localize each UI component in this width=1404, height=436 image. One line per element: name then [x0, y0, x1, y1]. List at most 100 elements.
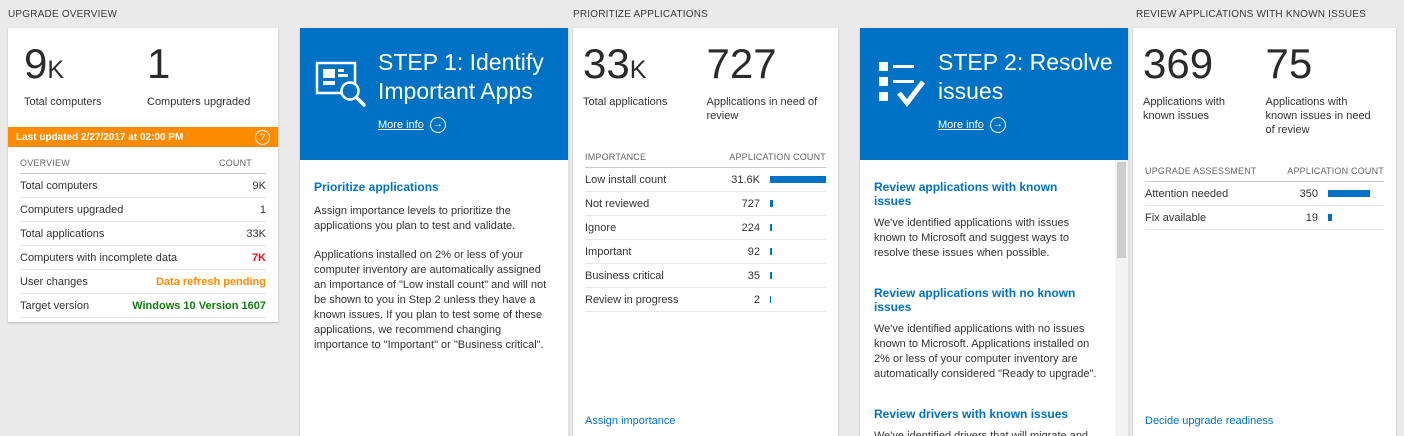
more-info-label: More info	[938, 119, 984, 131]
scrollbar[interactable]	[1115, 160, 1128, 436]
step2-description-panel: Review applications with known issues We…	[860, 160, 1128, 436]
stat-apps-need-review: 727 Applications in need of review	[707, 40, 831, 123]
stat-number: 727	[706, 40, 777, 87]
step2-section: Review applications with known issues We…	[874, 180, 1098, 261]
stat-label: Computers upgraded	[147, 96, 251, 108]
row-label: Low install count	[585, 173, 667, 186]
row-label: Computers upgraded	[20, 203, 124, 216]
step1-title: STEP 1: Identify Important Apps	[378, 49, 544, 104]
bar-track	[770, 248, 826, 255]
bar-track	[770, 296, 826, 303]
row-value: 350	[1299, 187, 1318, 200]
count-bar	[1328, 190, 1370, 197]
row-value: 9K	[252, 179, 266, 192]
row-value: 727	[741, 197, 760, 210]
table-row[interactable]: User changes Data refresh pending	[20, 270, 266, 294]
column-header: COUNT	[219, 158, 252, 168]
table-row[interactable]: Fix available 19	[1145, 206, 1384, 230]
bar-track	[1328, 190, 1384, 197]
table-row[interactable]: Computers with incomplete data 7K	[20, 246, 266, 270]
row-value-user-changes: Data refresh pending	[155, 275, 266, 288]
identify-apps-icon	[314, 56, 368, 160]
row-value: 35	[747, 269, 760, 282]
row-value: 19	[1305, 211, 1318, 224]
stat-total-computers: 9K Total computers	[24, 40, 147, 109]
known-issues-card[interactable]: 369 Applications with known issues 75 Ap…	[1133, 28, 1396, 436]
last-updated-banner: Last updated 2/27/2017 at 02:00 PM ?	[8, 127, 278, 147]
column-header: OVERVIEW	[20, 158, 70, 168]
row-value: 224	[741, 221, 760, 234]
arrow-right-icon: →	[989, 117, 1006, 133]
stat-total-applications: 33K Total applications	[583, 40, 707, 123]
row-label: Review in progress	[585, 293, 679, 306]
bar-track	[770, 272, 826, 279]
step1-card[interactable]: STEP 1: Identify Important Apps More inf…	[300, 28, 568, 160]
table-row[interactable]: Business critical 35	[585, 264, 826, 288]
stat-number: 1	[147, 40, 171, 87]
help-icon[interactable]: ?	[255, 129, 270, 145]
stat-label: Applications with known issues	[1143, 96, 1225, 122]
stat-value: 727	[707, 40, 825, 94]
table-row[interactable]: Total computers 9K	[20, 174, 266, 198]
step1-paragraph: Applications installed on 2% or less of …	[314, 249, 547, 351]
row-label: User changes	[20, 275, 88, 288]
row-value: 33K	[246, 227, 266, 240]
step2-more-info-link[interactable]: More info →	[938, 117, 1006, 133]
table-row[interactable]: Attention needed 350	[1145, 182, 1384, 206]
review-apps-no-known-issues-link[interactable]: Review applications with no known issues	[874, 286, 1076, 314]
step1-card-text: STEP 1: Identify Important Apps More inf…	[378, 48, 556, 160]
table-row[interactable]: Low install count 31.6K	[585, 168, 826, 192]
bar-track	[1328, 214, 1384, 221]
step2-section: Review applications with no known issues…	[874, 286, 1098, 382]
assign-importance-link[interactable]: Assign importance	[585, 415, 676, 427]
step2-column: STEP 2: Resolve issues More info → Revie…	[860, 28, 1128, 436]
stat-label: Applications with known issues in need o…	[1265, 96, 1371, 136]
row-label: Total applications	[20, 227, 105, 240]
table-row[interactable]: Important 92	[585, 240, 826, 264]
prioritize-applications-card[interactable]: 33K Total applications 727 Applications …	[573, 28, 838, 436]
stat-value: 33K	[583, 40, 701, 94]
stat-known-issues-need-review: 75 Applications with known issues in nee…	[1266, 40, 1389, 137]
table-row[interactable]: Target version Windows 10 Version 1607	[20, 294, 266, 318]
stat-number: 75	[1265, 40, 1313, 87]
resolve-issues-icon	[874, 56, 928, 160]
section-label-review-known-issues: REVIEW APPLICATIONS WITH KNOWN ISSUES	[1136, 9, 1367, 20]
table-row[interactable]: Computers upgraded 1	[20, 198, 266, 222]
row-label: Important	[585, 245, 632, 258]
count-bar	[770, 272, 772, 279]
last-updated-text: Last updated 2/27/2017 at 02:00 PM	[16, 131, 184, 143]
table-row[interactable]: Review in progress 2	[585, 288, 826, 312]
row-label: Business critical	[585, 269, 664, 282]
section-label-upgrade-overview: UPGRADE OVERVIEW	[8, 9, 118, 20]
count-bar	[1328, 214, 1332, 221]
step1-description-panel: Prioritize applications Assign importanc…	[300, 160, 568, 436]
row-label: Target version	[20, 299, 90, 312]
section-label-prioritize-applications: PRIORITIZE APPLICATIONS	[573, 9, 708, 20]
decide-upgrade-readiness-link[interactable]: Decide upgrade readiness	[1145, 415, 1274, 427]
step2-section: Review drivers with known issues We've i…	[874, 407, 1098, 436]
stat-value: 9K	[24, 40, 141, 94]
table-row[interactable]: Ignore 224	[585, 216, 826, 240]
table-header: IMPORTANCE APPLICATION COUNT	[585, 143, 826, 168]
row-value: 92	[747, 245, 760, 258]
column-header: UPGRADE ASSESSMENT	[1145, 166, 1257, 176]
scrollbar-thumb[interactable]	[1117, 162, 1126, 258]
bar-track	[770, 176, 826, 183]
table-row[interactable]: Not reviewed 727	[585, 192, 826, 216]
step2-card[interactable]: STEP 2: Resolve issues More info →	[860, 28, 1128, 160]
table-row[interactable]: Total applications 33K	[20, 222, 266, 246]
review-apps-known-issues-link[interactable]: Review applications with known issues	[874, 180, 1058, 208]
count-bar	[770, 248, 772, 255]
row-label: Computers with incomplete data	[20, 251, 178, 264]
more-info-label: More info	[378, 119, 424, 131]
overview-table: OVERVIEW COUNT Total computers 9K Comput…	[20, 149, 266, 322]
count-bar	[770, 200, 773, 207]
stat-apps-known-issues: 369 Applications with known issues	[1143, 40, 1266, 137]
stat-suffix: K	[47, 56, 65, 84]
overview-stats: 9K Total computers 1 Computers upgraded	[8, 28, 278, 115]
review-drivers-known-issues-link[interactable]: Review drivers with known issues	[874, 407, 1069, 421]
step1-column: STEP 1: Identify Important Apps More inf…	[300, 28, 568, 436]
step1-more-info-link[interactable]: More info →	[378, 117, 446, 133]
stat-computers-upgraded: 1 Computers upgraded	[147, 40, 270, 109]
upgrade-overview-card[interactable]: 9K Total computers 1 Computers upgraded …	[8, 28, 278, 322]
